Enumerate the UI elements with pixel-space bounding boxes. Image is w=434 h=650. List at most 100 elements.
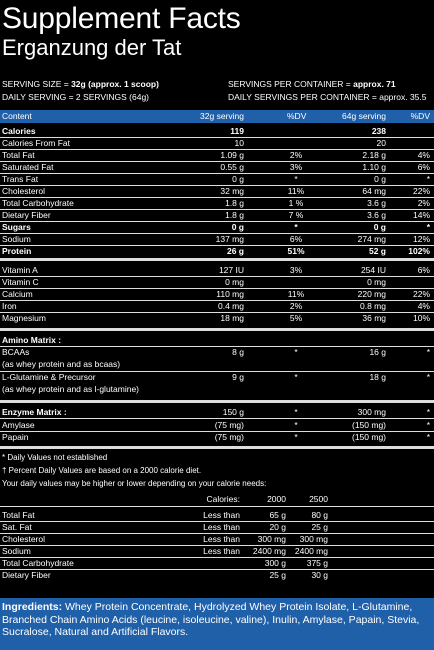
cell-s1: 0.4 mg bbox=[218, 301, 244, 311]
servings-per-container-value: approx. 71 bbox=[353, 79, 396, 89]
ref-cell-name: Dietary Fiber bbox=[2, 570, 51, 580]
cell-name: Dietary Fiber bbox=[2, 210, 51, 220]
cell-name: Vitamin C bbox=[2, 277, 39, 287]
ingredients-label: Ingredients: bbox=[2, 601, 63, 613]
divider bbox=[0, 209, 434, 210]
divider bbox=[0, 557, 434, 558]
divider bbox=[0, 276, 434, 277]
cell-name: Cholesterol bbox=[2, 186, 45, 196]
ref-table-row: Sat. Fat Less than 20 g 25 g bbox=[0, 521, 434, 533]
cell-s2: 36 mg bbox=[362, 313, 386, 323]
cell-s2: 274 mg bbox=[357, 234, 386, 244]
cell-s1: 119 bbox=[230, 126, 244, 136]
cell-name: Protein bbox=[2, 246, 32, 256]
cell-dv2: 12% bbox=[412, 234, 430, 244]
ref-cell-name: Cholesterol bbox=[2, 534, 45, 544]
table-row: Saturated Fat 0.55 g 3% 1.10 g 6% bbox=[0, 161, 434, 173]
cell-s1: 0 mg bbox=[225, 277, 244, 287]
cell-name: Total Fat bbox=[2, 150, 35, 160]
cell-dv1: 11% bbox=[287, 289, 305, 299]
cell-s2: 20 bbox=[376, 138, 386, 148]
divider bbox=[0, 506, 434, 507]
ref-cell-name: Sat. Fat bbox=[2, 522, 32, 532]
cell-s1: 1.09 g bbox=[220, 150, 244, 160]
cell-dv2: 2% bbox=[417, 198, 430, 208]
cell-s2: 3.6 g bbox=[367, 198, 386, 208]
divider bbox=[0, 173, 434, 174]
serving-size-value: 32g (approx. 1 scoop) bbox=[71, 79, 159, 89]
cell-dv1: 5% bbox=[289, 313, 303, 323]
divider bbox=[0, 431, 434, 432]
divider bbox=[0, 328, 434, 331]
cell-dv1: 3% bbox=[289, 162, 303, 172]
table-row: BCAAs 8 g * 16 g * bbox=[2, 347, 430, 357]
table-row: L-Glutamine & Precursor 9 g * 18 g * bbox=[2, 372, 430, 382]
cell-dv1: * bbox=[294, 222, 298, 232]
ref-cell-v2: 375 g bbox=[306, 558, 328, 568]
cell-name: Calories From Fat bbox=[2, 138, 71, 148]
enzyme-matrix-row: Enzyme Matrix : 150 g * 300 mg * bbox=[2, 407, 430, 417]
cell-name: Calories bbox=[2, 126, 36, 136]
note-calorie-needs: Your daily values may be higher or lower… bbox=[2, 479, 267, 488]
ref-cell-name: Sodium bbox=[2, 546, 31, 556]
cell-s1: 32 mg bbox=[220, 186, 244, 196]
header-dv2: %DV bbox=[410, 111, 430, 121]
ref-cell-v2: 80 g bbox=[311, 510, 328, 520]
ref-cell-v1: 25 g bbox=[269, 570, 286, 580]
cell-dv1: 2% bbox=[289, 301, 303, 311]
divider bbox=[0, 418, 434, 419]
table-header: Content 32g serving %DV 64g serving %DV bbox=[0, 110, 434, 123]
ref-cell-cond: Less than bbox=[203, 546, 240, 556]
table-row: Dietary Fiber 1.8 g 7 % 3.6 g 14% bbox=[0, 209, 434, 221]
cell-s2: 220 mg bbox=[357, 289, 386, 299]
table-row: Cholesterol 32 mg 11% 64 mg 22% bbox=[0, 185, 434, 197]
cell-dv2: 14% bbox=[412, 210, 430, 220]
cell-s1: 0 g bbox=[231, 222, 244, 232]
divider bbox=[0, 533, 434, 534]
ref-cell-v1: 300 mg bbox=[257, 534, 286, 544]
cell-s1: 10 bbox=[234, 138, 244, 148]
cell-s2: 0 g bbox=[373, 222, 386, 232]
ref-table-row: Total Carbohydrate 300 g 375 g bbox=[0, 557, 434, 569]
cell-dv2: 10% bbox=[412, 313, 430, 323]
page-subtitle: Erganzung der Tat bbox=[2, 35, 182, 60]
table-row: Amylase (75 mg) * (150 mg) * bbox=[2, 420, 430, 430]
divider bbox=[0, 446, 434, 449]
ref-table-header: Calories: 2000 2500 bbox=[206, 494, 328, 504]
divider bbox=[0, 371, 434, 372]
ref-cell-v1: 20 g bbox=[269, 522, 286, 532]
table-row: Papain (75 mg) * (150 mg) * bbox=[2, 432, 430, 442]
ref-cell-cond: Less than bbox=[203, 534, 240, 544]
header-dv1: %DV bbox=[287, 111, 307, 121]
table-row: Total Fat 1.09 g 2% 2.18 g 4% bbox=[0, 149, 434, 161]
divider bbox=[0, 233, 434, 234]
cell-s2: 238 bbox=[371, 126, 386, 136]
divider bbox=[0, 161, 434, 162]
cell-name: Vitamin A bbox=[2, 265, 38, 275]
cell-s2: 0 g bbox=[374, 174, 386, 184]
ref-cell-v1: 65 g bbox=[269, 510, 286, 520]
table-row: Protein 26 g 51% 52 g 102% bbox=[0, 245, 434, 257]
divider bbox=[0, 221, 434, 222]
table-row: Total Carbohydrate 1.8 g 1 % 3.6 g 2% bbox=[0, 197, 434, 209]
header-serving2: 64g serving bbox=[342, 111, 386, 121]
serving-size: SERVING SIZE = 32g (approx. 1 scoop) bbox=[2, 79, 159, 90]
cell-dv2: 4% bbox=[417, 301, 430, 311]
cell-s2: 52 g bbox=[368, 246, 386, 256]
cell-s1: 137 mg bbox=[215, 234, 244, 244]
cell-s2: 64 mg bbox=[362, 186, 386, 196]
ingredients-box: Ingredients: Whey Protein Concentrate, H… bbox=[0, 598, 434, 650]
cell-s1: 0.55 g bbox=[220, 162, 244, 172]
ref-table-row: Cholesterol Less than 300 mg 300 mg bbox=[0, 533, 434, 545]
cell-s2: 254 IU bbox=[360, 265, 386, 275]
header-serving1: 32g serving bbox=[200, 111, 244, 121]
table-row-sub: (as whey protein and as bcaas) bbox=[2, 359, 121, 369]
divider bbox=[0, 521, 434, 522]
servings-per-container-label: SERVINGS PER CONTAINER = bbox=[228, 79, 351, 89]
cell-s2: 2.18 g bbox=[362, 150, 386, 160]
cell-s1: 26 g bbox=[226, 246, 244, 256]
note-2000-calorie: † Percent Daily Values are based on a 20… bbox=[2, 466, 202, 475]
cell-name: Trans Fat bbox=[2, 174, 39, 184]
cell-name: Sodium bbox=[2, 234, 31, 244]
